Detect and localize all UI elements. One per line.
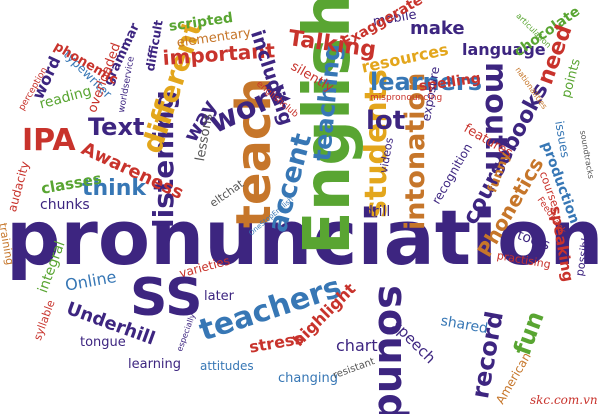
word-make: make bbox=[410, 18, 465, 39]
word-syllable: syllable bbox=[31, 298, 58, 343]
word-ipa: IPA bbox=[22, 123, 76, 158]
word-pronunciation: pronunciation bbox=[6, 193, 604, 282]
word-changing: changing bbox=[278, 371, 338, 386]
word-sounds: sounds bbox=[369, 285, 415, 414]
word-think: think bbox=[82, 176, 147, 201]
word-soundtracks: soundtracks bbox=[578, 129, 596, 180]
word-later: later bbox=[204, 289, 235, 304]
word-tongue: tongue bbox=[80, 335, 126, 350]
word-lot: lot bbox=[366, 106, 406, 136]
watermark: skc.com.vn bbox=[530, 393, 598, 407]
word-text: Text bbox=[88, 113, 145, 141]
word-attitudes: attitudes bbox=[200, 359, 254, 373]
word-mispronouncing: mispronouncing bbox=[370, 93, 443, 103]
word-drill: drill bbox=[364, 204, 391, 220]
word-chunks: chunks bbox=[40, 197, 90, 213]
word-ss: SS bbox=[130, 268, 203, 328]
word-fun: fun bbox=[508, 307, 550, 359]
word-chart: chart bbox=[336, 336, 378, 355]
word-learners: learners bbox=[370, 68, 483, 96]
word-learning: learning bbox=[128, 357, 182, 372]
word-language: language bbox=[462, 40, 546, 59]
